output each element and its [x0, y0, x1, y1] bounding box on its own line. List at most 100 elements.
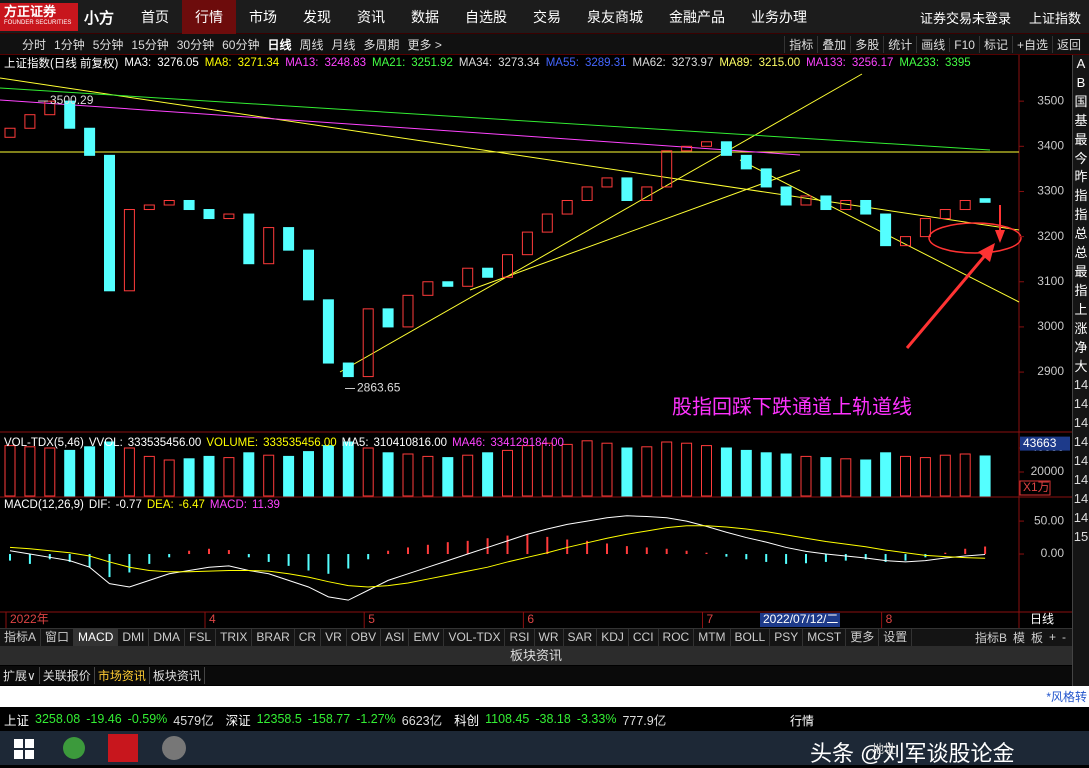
indicator-tab[interactable]: EMV	[409, 629, 445, 646]
candle	[24, 114, 36, 129]
indicator-tab[interactable]: FSL	[185, 629, 217, 646]
app-icon[interactable]	[62, 736, 86, 760]
menu-item[interactable]: 交易	[533, 9, 561, 25]
ext-tab[interactable]: 扩展∨	[0, 667, 40, 684]
indicator-tab[interactable]: MTM	[694, 629, 731, 646]
side-label: 14	[1073, 434, 1089, 450]
index-name[interactable]: 上证	[4, 713, 30, 728]
app-icon[interactable]	[108, 734, 138, 762]
side-label: 14	[1073, 471, 1089, 487]
menu-item[interactable]: 金融产品	[669, 9, 725, 25]
tool-button[interactable]: 统计	[883, 36, 916, 53]
candle	[502, 254, 513, 278]
menu-item[interactable]: 泉友商城	[587, 9, 643, 25]
ext-tab[interactable]: 市场资讯	[95, 667, 150, 684]
indicator-tab[interactable]: VOL-TDX	[444, 629, 506, 646]
indicator-tab[interactable]: ASI	[381, 629, 410, 646]
menu-item[interactable]: 资讯	[357, 9, 385, 25]
side-label: 最	[1074, 263, 1088, 279]
indicator-tab[interactable]: BOLL	[731, 629, 771, 646]
top-label-bg	[1020, 436, 1070, 451]
logo[interactable]: 方正证券 FOUNDER SECURITIES	[0, 3, 78, 31]
indicator-tab[interactable]: +	[1048, 630, 1056, 644]
menu-item[interactable]: 首页	[141, 9, 169, 25]
tool-button[interactable]: F10	[949, 37, 979, 52]
tool-button[interactable]: 标记	[978, 36, 1012, 53]
indicator-tab[interactable]: 指标A	[0, 629, 42, 646]
volume-bar	[402, 453, 414, 497]
tool-button[interactable]: 叠加	[817, 36, 850, 53]
menu-item[interactable]: 行情	[182, 0, 236, 34]
y-tick-label: 3200	[1037, 229, 1064, 243]
tool-button[interactable]: 画线	[916, 36, 949, 53]
period-tab[interactable]: 1分钟	[54, 38, 85, 52]
indicator-tab[interactable]: 更多	[846, 629, 880, 646]
indicator-tab[interactable]: MACD	[74, 629, 119, 646]
indicator-tab[interactable]: PSY	[770, 629, 804, 646]
period-tab[interactable]: 周线	[299, 38, 324, 52]
ext-tab[interactable]: 板块资讯	[150, 667, 205, 684]
index-name[interactable]: 上证指数	[1028, 10, 1081, 26]
indicator-tab[interactable]: BRAR	[252, 629, 295, 646]
legend-value: 3251.92	[411, 57, 453, 69]
side-label: 14	[1073, 396, 1089, 412]
volume-bar	[820, 457, 832, 497]
pane-title: MACD(12,26,9)	[4, 499, 84, 511]
indicator-tab[interactable]: 设置	[879, 629, 913, 646]
tool-button[interactable]: 多股	[850, 36, 883, 53]
indicator-tab[interactable]: 板	[1030, 630, 1043, 645]
legend-value: 3395	[945, 57, 971, 69]
period-tab[interactable]: 分时	[22, 38, 47, 52]
indicator-tab[interactable]: -	[1062, 630, 1066, 644]
start-icon[interactable]	[14, 739, 34, 759]
tool-button[interactable]: 指标	[784, 36, 817, 53]
menu-item[interactable]: 数据	[411, 9, 439, 25]
x-tick-label: 4	[209, 612, 216, 626]
login-status[interactable]: 证券交易未登录	[919, 10, 1011, 26]
indicator-tab[interactable]: VR	[321, 629, 347, 646]
menu-item[interactable]: 市场	[249, 9, 277, 25]
indicator-tab[interactable]: 指标B	[974, 630, 1007, 645]
indicator-tab[interactable]: CR	[295, 629, 322, 646]
period-tab[interactable]: 月线	[331, 38, 356, 52]
volume-bar	[900, 455, 911, 497]
indicator-tab[interactable]: RSI	[505, 629, 535, 646]
ext-tab[interactable]: 关联报价	[40, 667, 95, 684]
news-bar[interactable]: 板块资讯	[0, 646, 1072, 665]
period-tab[interactable]: 更多 >	[407, 38, 442, 52]
trend-line	[339, 73, 863, 373]
tool-button[interactable]: 返回	[1051, 36, 1085, 53]
index-name[interactable]: 深证	[225, 713, 251, 728]
legend-name: DEA:	[146, 499, 174, 511]
legend-value: 3271.34	[237, 57, 280, 69]
period-tab[interactable]: 5分钟	[92, 38, 124, 52]
period-tab[interactable]: 多周期	[363, 38, 400, 52]
indicator-tab[interactable]: DMI	[118, 629, 150, 646]
indicator-tab[interactable]: CCI	[629, 629, 659, 646]
candle	[203, 209, 215, 220]
indicator-tab[interactable]: MCST	[803, 629, 847, 646]
tool-button[interactable]: +自选	[1011, 36, 1052, 53]
menu-item[interactable]: 发现	[303, 9, 331, 25]
indicator-tab[interactable]: DMA	[149, 629, 186, 646]
index-value: -0.59%	[127, 712, 168, 726]
indicator-tab[interactable]: ROC	[659, 629, 695, 646]
indicator-tab[interactable]: WR	[535, 629, 564, 646]
indicator-tab[interactable]: 模	[1012, 630, 1025, 645]
index-name[interactable]: 科创	[454, 713, 480, 728]
indicator-tab[interactable]: OBV	[347, 629, 382, 646]
legend-name: MACD:	[209, 499, 247, 511]
period-tab[interactable]: 30分钟	[176, 38, 215, 52]
indicator-tab[interactable]: SAR	[564, 629, 598, 646]
indicator-tab[interactable]: 窗口	[41, 629, 75, 646]
indicator-tab[interactable]: KDJ	[597, 629, 629, 646]
period-tab[interactable]: 15分钟	[131, 38, 169, 52]
app-icon[interactable]	[160, 734, 188, 762]
menu-item[interactable]: 自选股	[465, 9, 507, 25]
period-tab[interactable]: 60分钟	[222, 38, 260, 52]
menu-item[interactable]: 业务办理	[751, 9, 807, 25]
volume-bar	[880, 452, 892, 497]
period-tab[interactable]: 日线	[267, 38, 292, 52]
indicator-tab[interactable]: TRIX	[216, 629, 253, 646]
style-link[interactable]: *风格转	[1046, 690, 1087, 704]
